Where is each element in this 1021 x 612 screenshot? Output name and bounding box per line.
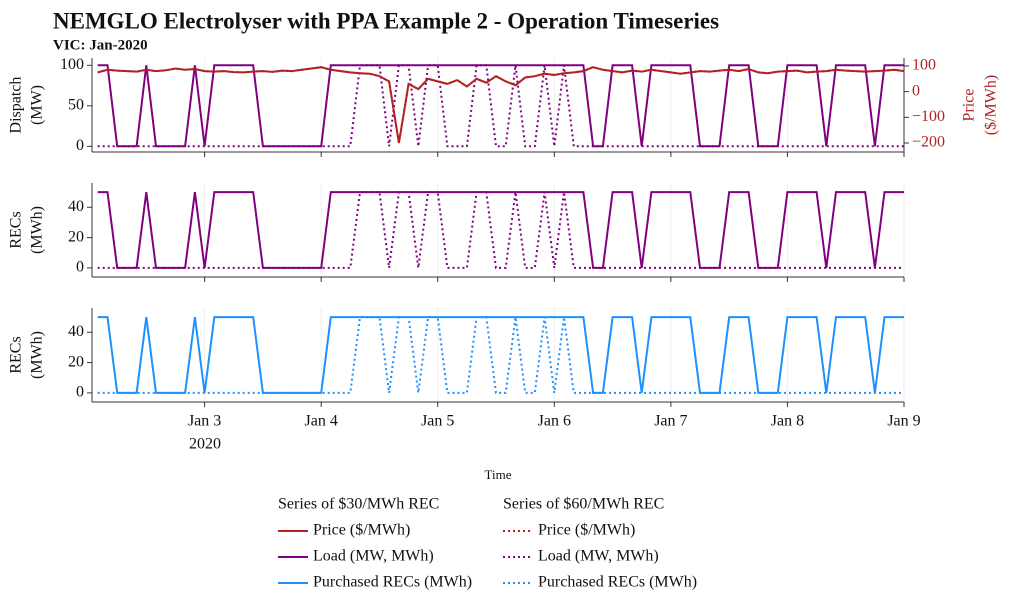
y-tick-label: 100 <box>60 56 84 73</box>
legend-title: Series of $60/MWh REC <box>503 496 664 513</box>
y-axis-title: RECs <box>8 211 25 248</box>
legend-label: Price ($/MWh) <box>538 522 635 539</box>
y-tick-label: 40 <box>68 323 84 340</box>
y-axis-title: (MWh) <box>29 206 46 254</box>
legend-label: Purchased RECs (MWh) <box>313 574 472 591</box>
y-axis-title: Dispatch <box>8 77 25 134</box>
series-line <box>97 191 904 269</box>
series-line <box>97 64 904 148</box>
series-line <box>97 316 904 394</box>
y-tick-label: 0 <box>76 259 84 276</box>
y2-tick-label: −100 <box>912 108 945 125</box>
x-tick-label: Jan 7 <box>654 413 687 430</box>
x-tick-label: Jan 8 <box>771 413 804 430</box>
x-tick-label: Jan 9 <box>887 413 920 430</box>
legend-label: Price ($/MWh) <box>313 522 410 539</box>
y-axis-title: RECs <box>8 336 25 373</box>
x-year-label: 2020 <box>189 436 221 453</box>
y-axis-title: (MW) <box>29 85 46 125</box>
y-tick-label: 40 <box>68 198 84 215</box>
y2-axis-title: Price <box>961 89 978 122</box>
y-tick-label: 20 <box>68 228 84 245</box>
x-axis-title: Time <box>485 467 512 482</box>
legend-label: Load (MW, MWh) <box>538 548 659 565</box>
x-tick-label: Jan 4 <box>305 413 338 430</box>
legend-label: Purchased RECs (MWh) <box>538 574 697 591</box>
y2-tick-label: 0 <box>912 82 920 99</box>
x-tick-label: Jan 5 <box>421 413 454 430</box>
y2-tick-label: −200 <box>912 134 945 151</box>
y-tick-label: 0 <box>76 384 84 401</box>
y-axis-title: (MWh) <box>29 331 46 379</box>
x-tick-label: Jan 6 <box>538 413 571 430</box>
y-tick-label: 20 <box>68 353 84 370</box>
y-tick-label: 50 <box>68 96 84 113</box>
legend-label: Load (MW, MWh) <box>313 548 434 565</box>
x-tick-label: Jan 3 <box>188 413 221 430</box>
y2-axis-title: ($/MWh) <box>983 75 1000 135</box>
series-line <box>97 66 905 144</box>
y2-tick-label: 100 <box>912 57 936 74</box>
chart-title: NEMGLO Electrolyser with PPA Example 2 -… <box>53 8 719 33</box>
legend-title: Series of $30/MWh REC <box>278 496 439 513</box>
y-tick-label: 0 <box>76 137 84 154</box>
chart-subtitle: VIC: Jan-2020 <box>53 37 148 53</box>
